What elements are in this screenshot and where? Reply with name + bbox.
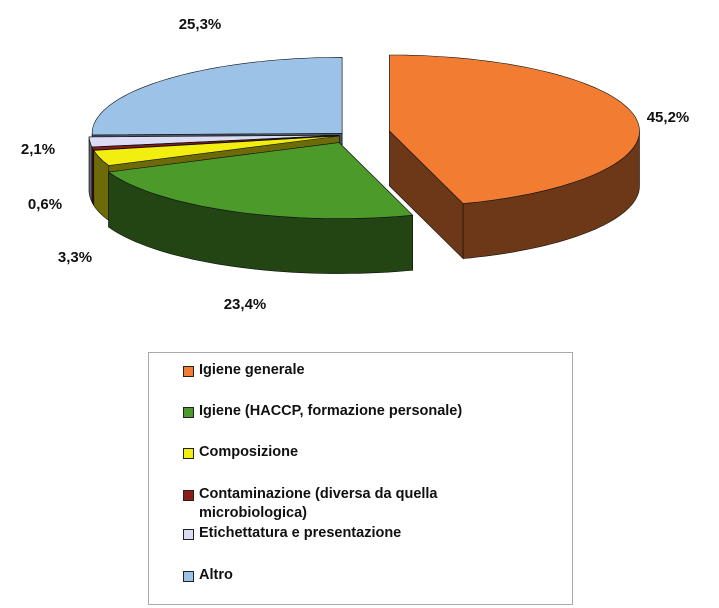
legend-item: Etichettatura e presentazione (183, 524, 401, 543)
slice (91, 135, 340, 151)
slice (107, 142, 414, 219)
data-label: 3,3% (58, 249, 92, 266)
slice-wall (91, 146, 94, 206)
data-label: 23,4% (224, 296, 267, 313)
slice (107, 141, 414, 274)
data-label: 2,1% (21, 141, 55, 158)
legend-swatch (183, 490, 194, 501)
legend-item: Contaminazione (diversa da quella microb… (183, 485, 544, 523)
legend-swatch (183, 529, 194, 540)
legend-swatch (183, 448, 194, 459)
data-label: 45,2% (647, 109, 690, 126)
legend-label: Etichettatura e presentazione (199, 525, 402, 541)
slice (389, 54, 640, 260)
legend-item: Altro (183, 566, 233, 585)
slice (91, 56, 343, 136)
data-label: 0,6% (28, 196, 62, 213)
data-label: 25,3% (179, 16, 222, 33)
slice (389, 54, 640, 204)
legend-label: Igiene (HACCP, formazione personale) (199, 403, 463, 419)
legend-label: Igiene generale (199, 362, 305, 378)
legend-swatch (183, 366, 194, 377)
legend-swatch (183, 407, 194, 418)
legend-label: Contaminazione (diversa da quella microb… (199, 486, 438, 521)
legend: Igiene generale Igiene (HACCP, formazione… (148, 352, 573, 605)
legend-item: Composizione (183, 443, 298, 462)
legend-label: Composizione (199, 444, 299, 460)
chart: 45,2% 23,4% 3,3% 0,6% 2,1% 25,3% (21, 16, 690, 313)
legend-label: Altro (199, 567, 233, 583)
slice (93, 135, 340, 166)
legend-item: Igiene generale (183, 361, 305, 380)
legend-swatch (183, 571, 194, 582)
legend-item: Igiene (HACCP, formazione personale) (183, 402, 462, 421)
